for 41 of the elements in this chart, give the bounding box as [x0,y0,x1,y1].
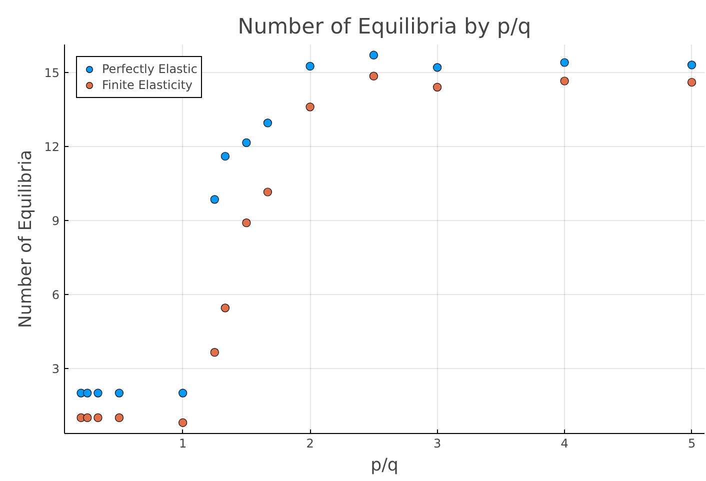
point [242,138,251,147]
point [306,62,314,70]
point [560,76,569,86]
point [433,82,442,92]
point [114,413,124,422]
point [242,218,251,228]
x-tick-label: 4 [560,436,568,450]
y-tick-label: 3 [52,362,60,376]
point [369,50,378,60]
x-axis-title: p/q [370,456,398,476]
point [369,72,378,80]
chart-title: Number of Equilibria by p/q [238,14,532,40]
point [114,388,124,398]
y-tick-label: 15 [44,66,60,80]
point [433,63,442,72]
point [94,413,102,422]
point [220,304,230,312]
y-axis-title: Number of Equilibria [16,150,36,328]
point [178,388,188,398]
legend-label: Perfectly Elastic [102,62,198,76]
x-tick-label: 1 [179,436,187,450]
point [687,78,696,87]
x-tick-label: 2 [306,436,314,450]
x-tick-label: 5 [688,436,696,450]
point [560,58,569,67]
point [220,152,230,161]
legend-label: Finite Elasticity [102,78,193,92]
y-tick-label: 12 [44,140,60,154]
point [263,118,272,128]
y-tick-label: 9 [52,214,60,228]
point [178,418,188,427]
y-tick-label: 6 [52,288,60,302]
point [210,195,219,204]
point [306,102,314,112]
point [263,188,272,196]
point [687,60,696,70]
x-tick-label: 3 [433,436,442,450]
point [210,348,219,357]
point [83,413,92,422]
point [83,388,92,398]
point [94,388,102,398]
